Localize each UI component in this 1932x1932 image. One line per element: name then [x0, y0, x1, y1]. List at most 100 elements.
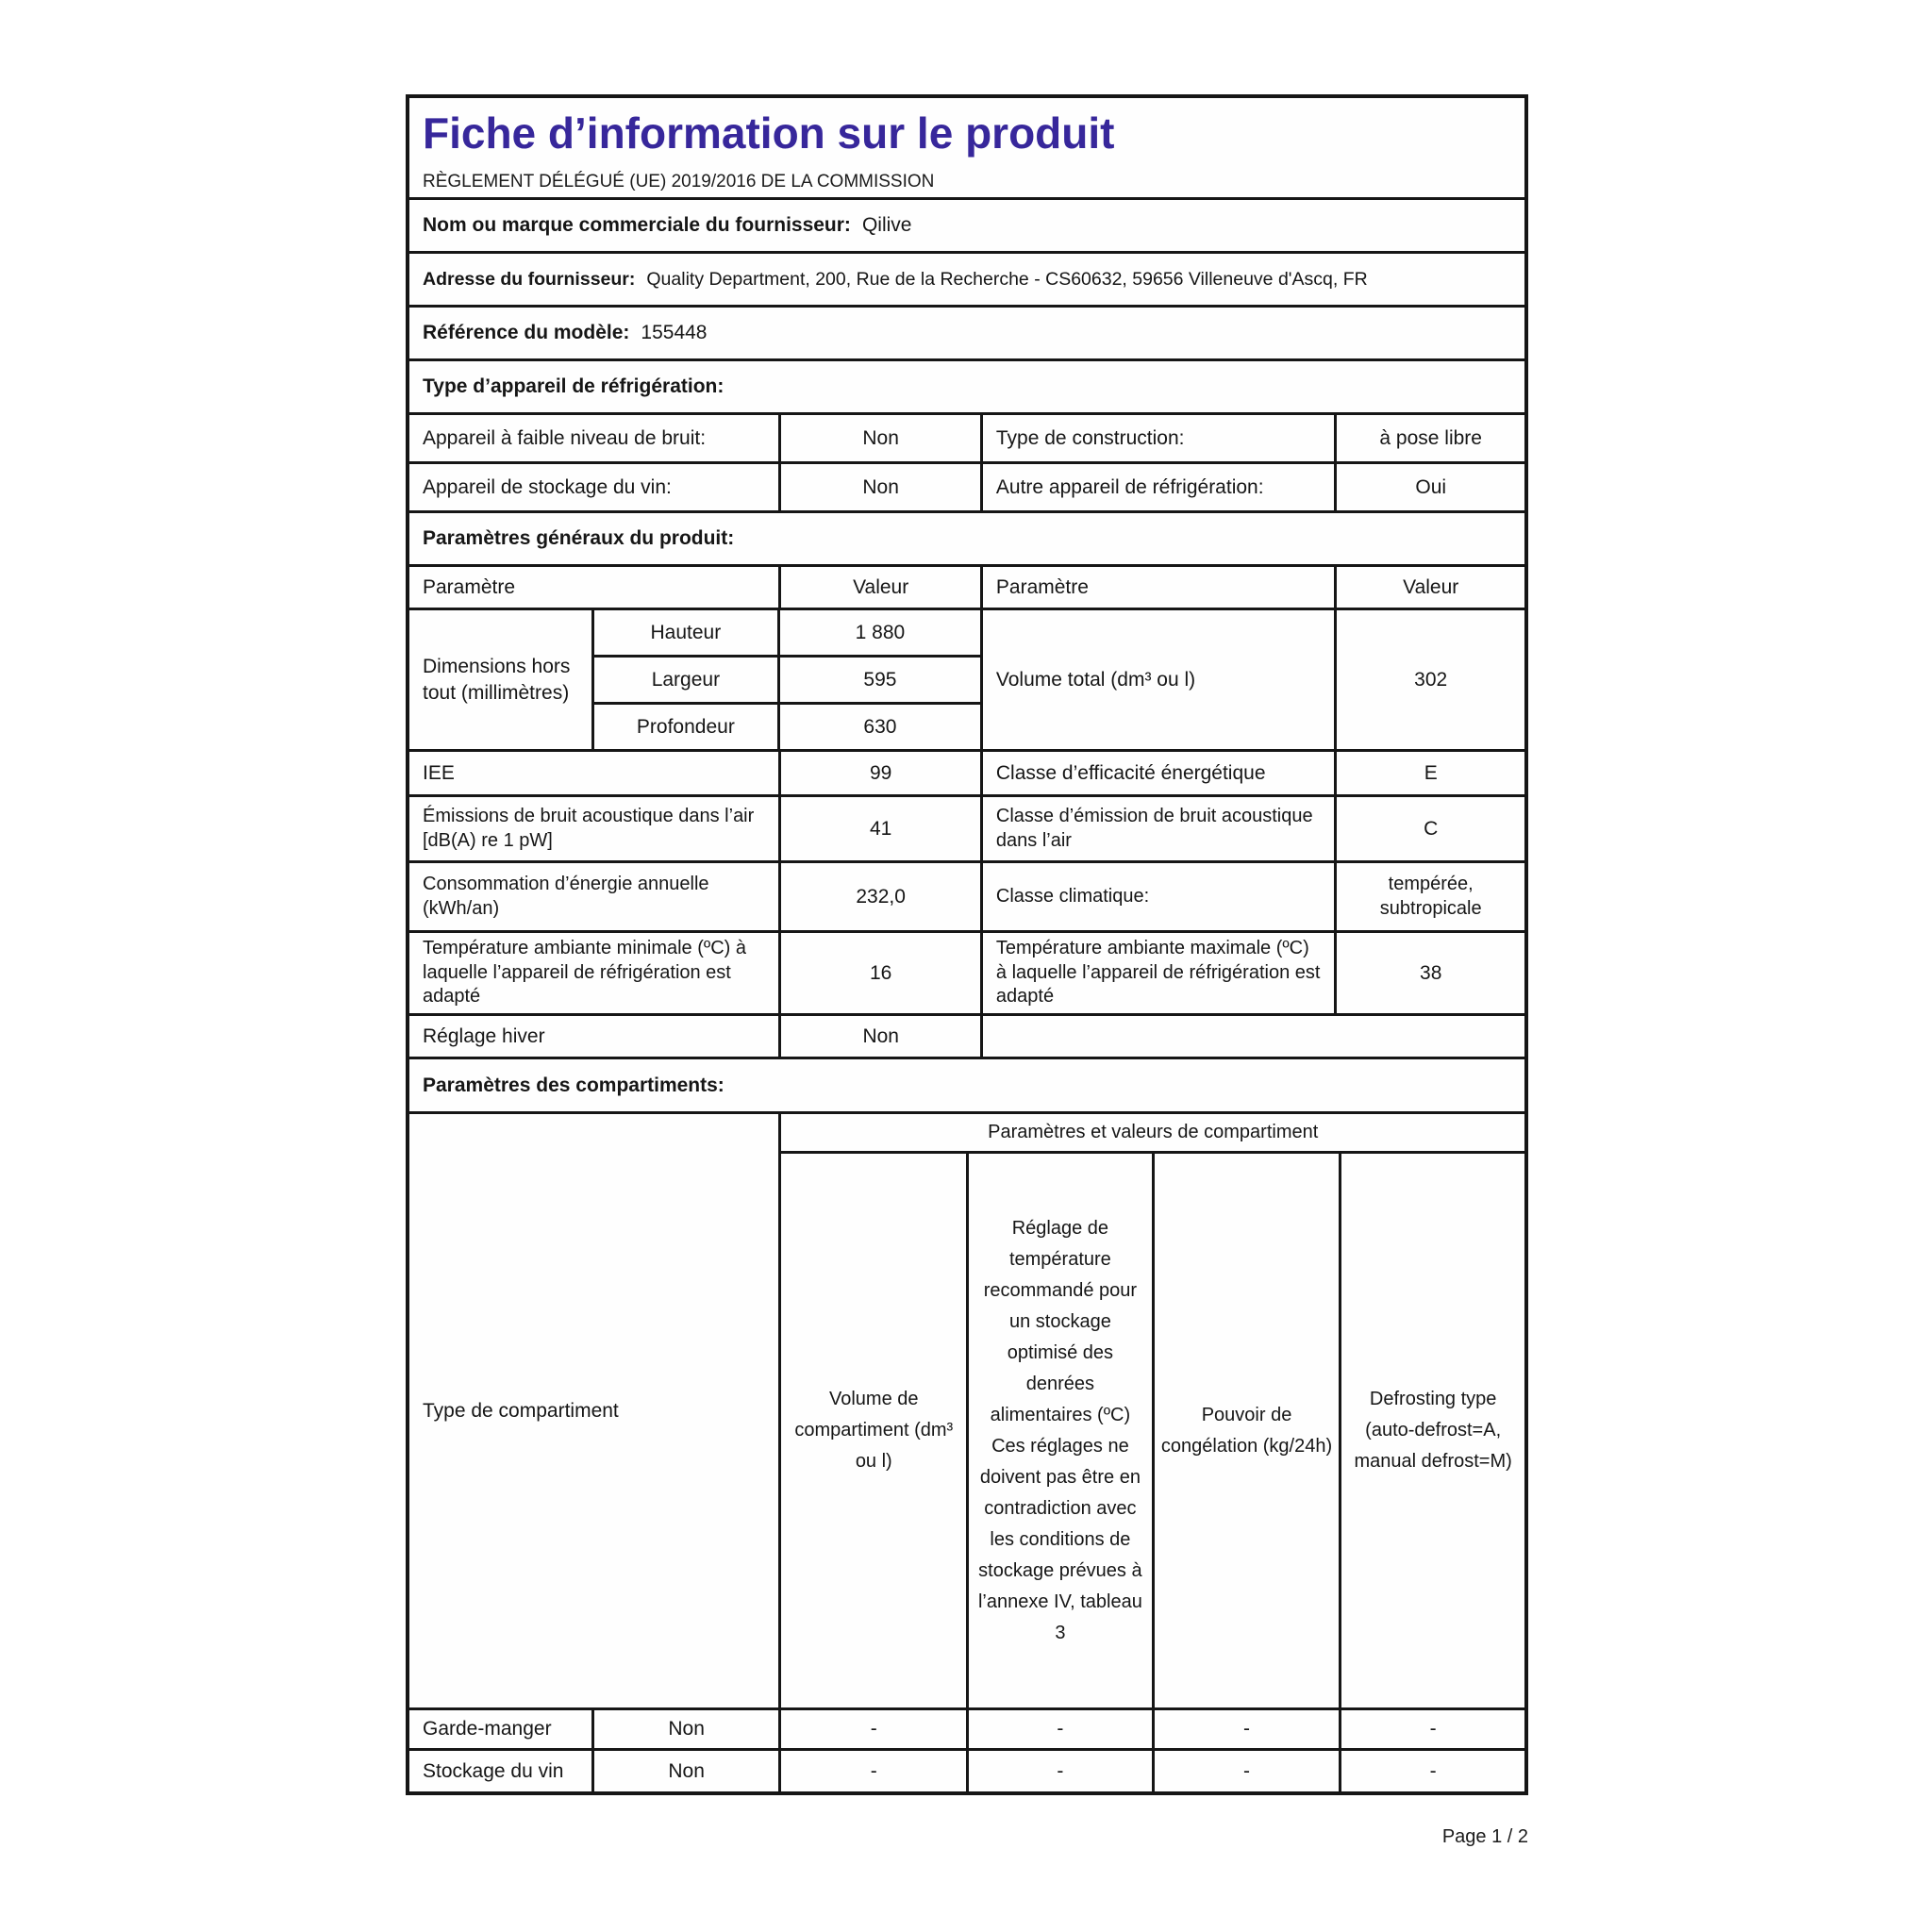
depth-value: 630 [863, 715, 897, 738]
freezing-capacity-column-header: Pouvoir de congélation (kg/24h) [1155, 1154, 1342, 1707]
total-volume-value: 302 [1414, 668, 1448, 691]
compartment-columns: Volume de compartiment (dm³ ou l) Réglag… [781, 1154, 1524, 1707]
compartments-header-block: Type de compartiment Paramètres et valeu… [409, 1114, 1524, 1710]
supplier-cell: Nom ou marque commerciale du fournisseur… [409, 200, 1524, 251]
noise-class-label: Classe d’émission de bruit acoustique da… [983, 797, 1338, 860]
max-temperature-label: Température ambiante maximale (ºC) à laq… [983, 933, 1338, 1013]
address-value: Quality Department, 200, Rue de la Reche… [646, 268, 1368, 290]
construction-label: Type de construction: [983, 415, 1338, 461]
product-information-sheet: Fiche d’information sur le produit RÈGLE… [406, 94, 1528, 1795]
wine-defrost-type: - [1429, 1759, 1437, 1782]
noise-class-value: C [1424, 817, 1439, 840]
type-row-noise: Appareil à faible niveau de bruit: Non T… [409, 415, 1524, 464]
section-general-row: Paramètres généraux du produit: [409, 513, 1524, 567]
title-block: Fiche d’information sur le produit RÈGLE… [409, 98, 1524, 200]
climate-class-value: tempérée, subtropicale [1379, 873, 1482, 919]
dimensions-subtable: Hauteur 1 880 Largeur 595 Profondeur 630 [593, 610, 983, 749]
section-type-title: Type d’appareil de réfrigération: [423, 375, 724, 397]
compartment-row-wine: Stockage du vin Non - - - - [409, 1751, 1524, 1791]
wine-storage-label: Appareil de stockage du vin: [409, 464, 782, 510]
iee-value: 99 [781, 752, 983, 794]
wine-present: Non [594, 1751, 782, 1791]
winter-setting-value: Non [781, 1016, 983, 1057]
pantry-volume: - [781, 1710, 970, 1748]
temperature-row: Température ambiante minimale (ºC) à laq… [409, 933, 1524, 1016]
height-value: 1 880 [855, 621, 906, 643]
wine-freezing-capacity: - [1155, 1751, 1342, 1791]
section-general-cell: Paramètres généraux du produit: [409, 513, 1524, 564]
noise-emission-label: Émissions de bruit acoustique dans l’air… [409, 797, 782, 860]
compartment-type-header: Type de compartiment [409, 1114, 782, 1707]
address-label: Adresse du fournisseur: [423, 268, 636, 290]
energy-class-value: E [1424, 761, 1438, 784]
supplier-row: Nom ou marque commerciale du fournisseur… [409, 200, 1524, 254]
pantry-name: Garde-manger [409, 1710, 594, 1748]
width-value: 595 [863, 668, 897, 691]
max-temperature-value: 38 [1420, 961, 1442, 984]
dimensions-label: Dimensions hors tout (millimètres) [409, 610, 594, 749]
depth-label: Profondeur [594, 705, 780, 749]
compartment-row-pantry: Garde-manger Non - - - - [409, 1710, 1524, 1751]
dimensions-block: Dimensions hors tout (millimètres) Haute… [409, 610, 1524, 752]
page-title: Fiche d’information sur le produit [423, 108, 1115, 158]
page-number: Page 1 / 2 [1441, 1826, 1528, 1847]
min-temperature-label: Température ambiante minimale (ºC) à laq… [409, 933, 782, 1013]
type-row-wine: Appareil de stockage du vin: Non Autre a… [409, 464, 1524, 513]
energy-row: Consommation d’énergie annuelle (kWh/an)… [409, 863, 1524, 933]
section-type-row: Type d’appareil de réfrigération: [409, 361, 1524, 415]
defrosting-type-column-header: Defrosting type (auto-defrost=A, manual … [1354, 1389, 1512, 1472]
page-subtitle: RÈGLEMENT DÉLÉGUÉ (UE) 2019/2016 DE LA C… [423, 172, 935, 192]
noise-value: Non [781, 415, 983, 461]
noise-emission-row: Émissions de bruit acoustique dans l’air… [409, 797, 1524, 863]
supplier-value: Qilive [861, 214, 912, 236]
wine-temp-setting: - [969, 1751, 1155, 1791]
other-appliance-label: Autre appareil de réfrigération: [983, 464, 1338, 510]
other-appliance-value: Oui [1415, 475, 1447, 498]
height-label: Hauteur [594, 610, 780, 655]
noise-label: Appareil à faible niveau de bruit: [409, 415, 782, 461]
compartment-params-band: Paramètres et valeurs de compartiment [781, 1114, 1524, 1154]
dimension-row-width: Largeur 595 [593, 658, 980, 705]
model-value: 155448 [641, 322, 708, 343]
section-general-title: Paramètres généraux du produit: [423, 527, 735, 549]
compartment-params-area: Paramètres et valeurs de compartiment Vo… [781, 1114, 1524, 1707]
total-volume-label: Volume total (dm³ ou l) [983, 610, 1338, 749]
model-row: Référence du modèle: 155448 [409, 308, 1524, 361]
winter-setting-row: Réglage hiver Non [409, 1016, 1524, 1059]
param-header-left: Paramètre [409, 567, 782, 608]
winter-setting-empty-cell [983, 1016, 1524, 1057]
pantry-present: Non [594, 1710, 782, 1748]
wine-storage-value: Non [781, 464, 983, 510]
iee-row: IEE 99 Classe d’efficacité énergétique E [409, 752, 1524, 797]
winter-setting-label: Réglage hiver [409, 1016, 782, 1057]
pantry-freezing-capacity: - [1155, 1710, 1342, 1748]
model-cell: Référence du modèle: 155448 [409, 308, 1524, 358]
climate-class-label: Classe climatique: [983, 863, 1338, 930]
pantry-temp-setting: - [969, 1710, 1155, 1748]
dimension-row-depth: Profondeur 630 [594, 705, 980, 749]
energy-class-label: Classe d’efficacité énergétique [983, 752, 1338, 794]
param-header-right: Paramètre [983, 567, 1338, 608]
section-compartments-cell: Paramètres des compartiments: [409, 1059, 1524, 1111]
section-type-cell: Type d’appareil de réfrigération: [409, 361, 1524, 412]
address-row: Adresse du fournisseur: Quality Departmen… [409, 254, 1524, 308]
min-temperature-value: 16 [781, 933, 983, 1013]
energy-consumption-label: Consommation d’énergie annuelle (kWh/an) [409, 863, 782, 930]
wine-volume: - [781, 1751, 970, 1791]
wine-name: Stockage du vin [409, 1751, 594, 1791]
energy-consumption-value: 232,0 [781, 863, 983, 930]
dimension-row-height: Hauteur 1 880 [593, 610, 980, 658]
section-compartments-row: Paramètres des compartiments: [409, 1059, 1524, 1114]
value-header-right: Valeur [1403, 575, 1459, 598]
address-cell: Adresse du fournisseur: Quality Departmen… [409, 254, 1524, 305]
section-compartments-title: Paramètres des compartiments: [423, 1074, 724, 1096]
volume-column-header: Volume de compartiment (dm³ ou l) [781, 1154, 970, 1707]
supplier-label: Nom ou marque commerciale du fournisseur… [423, 214, 851, 236]
width-label: Largeur [594, 658, 780, 702]
construction-value: à pose libre [1379, 426, 1482, 449]
noise-emission-value: 41 [781, 797, 983, 860]
pantry-defrost-type: - [1429, 1718, 1437, 1740]
iee-label: IEE [409, 752, 782, 794]
value-header-left: Valeur [781, 567, 983, 608]
temperature-setting-column-header: Réglage de température recommandé pour u… [969, 1154, 1155, 1707]
